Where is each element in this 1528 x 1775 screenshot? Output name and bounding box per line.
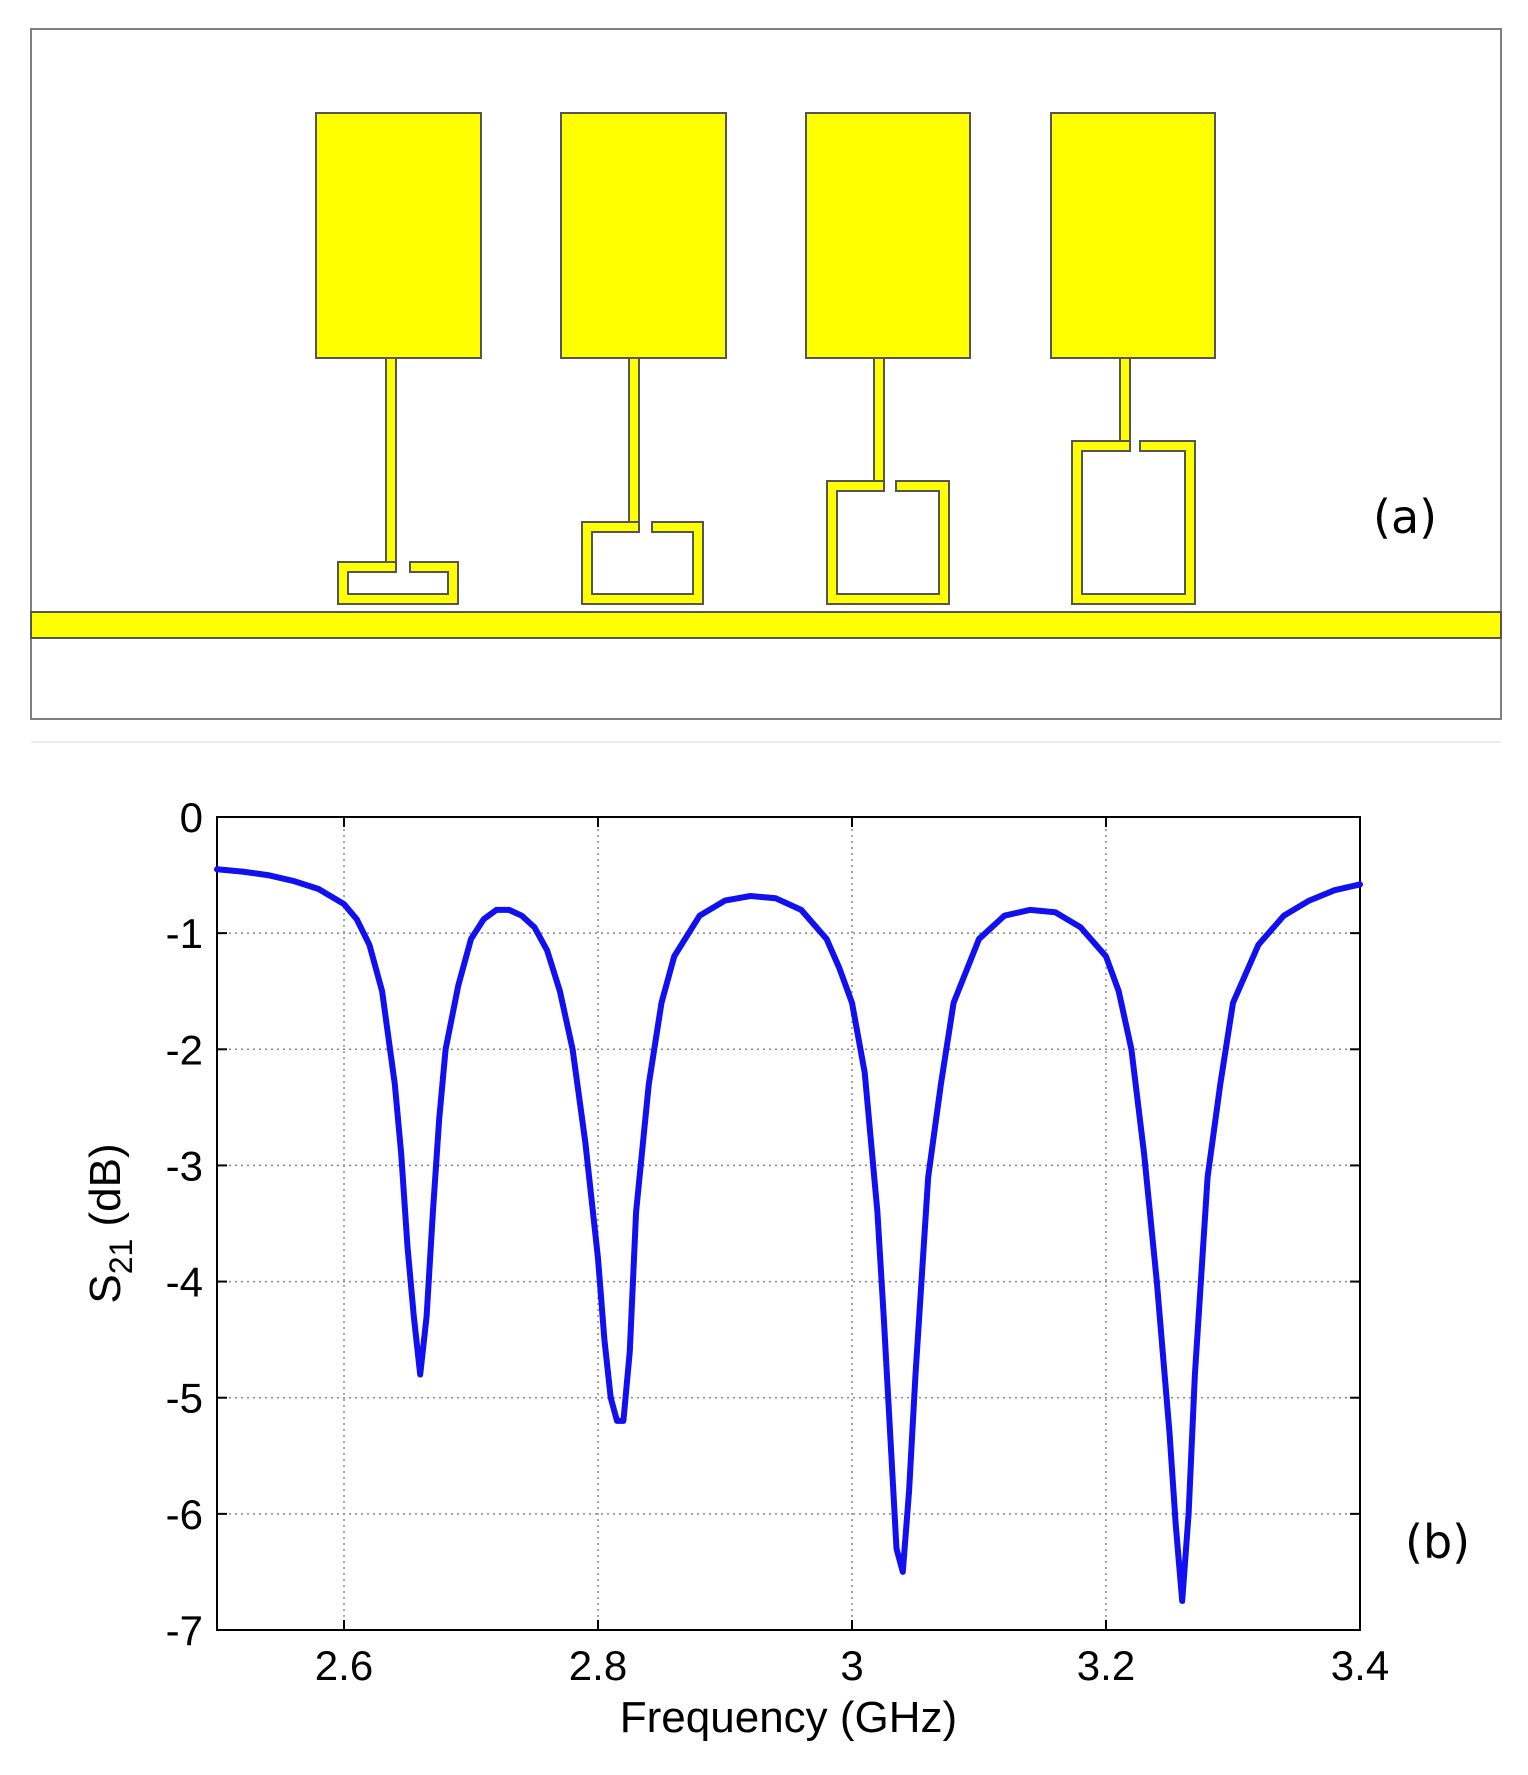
resonator-2 [560, 112, 727, 605]
substrate-outline [30, 28, 1502, 720]
patch-3 [805, 112, 971, 359]
y-tick-label: -6 [166, 1491, 203, 1538]
loop-1 [337, 561, 459, 605]
y-tick-label: -3 [166, 1142, 203, 1189]
x-axis-title: Frequency (GHz) [620, 1693, 957, 1742]
y-tick-label: 0 [180, 794, 203, 841]
transmission-line [30, 611, 1502, 639]
patch-1 [315, 112, 482, 359]
plot-area-frame [216, 816, 1361, 1631]
patch-4 [1050, 112, 1216, 359]
y-axis-title-subscript: 21 [103, 1239, 139, 1275]
x-tick-label: 2.8 [569, 1642, 627, 1689]
s21-series-line [214, 866, 1363, 1604]
x-tick-label: 3.4 [1331, 1642, 1389, 1689]
loop-2 [581, 521, 704, 605]
loop-4 [1071, 440, 1196, 605]
patch-2 [560, 112, 727, 359]
panel-b-label: (b) [1405, 1515, 1470, 1569]
x-tick-label: 3.2 [1077, 1642, 1135, 1689]
axis-ticks: 2.6 2.8 3 3.2 3.4 0 -1 -2 -3 -4 -5 -6 -7 [166, 794, 1390, 1689]
resonator-3 [805, 112, 971, 605]
loop-3 [826, 480, 950, 605]
y-tick-label: -7 [166, 1607, 203, 1654]
y-axis-title-main: S [81, 1274, 130, 1303]
resonator-layout-diagram: (a) [30, 28, 1502, 743]
series-layer [214, 866, 1363, 1604]
y-axis-title-unit: (dB) [81, 1143, 130, 1238]
panel-a-label: (a) [1373, 490, 1437, 544]
y-tick-label: -2 [166, 1026, 203, 1073]
y-tick-label: -4 [166, 1259, 203, 1306]
y-axis-title: S21 (dB) [81, 1143, 139, 1303]
y-tick-label: -5 [166, 1375, 203, 1422]
resonator-1 [315, 112, 482, 605]
resonator-4 [1050, 112, 1216, 605]
x-tick-label: 2.6 [315, 1642, 373, 1689]
y-tick-label: -1 [166, 910, 203, 957]
x-tick-label: 3 [840, 1642, 863, 1689]
